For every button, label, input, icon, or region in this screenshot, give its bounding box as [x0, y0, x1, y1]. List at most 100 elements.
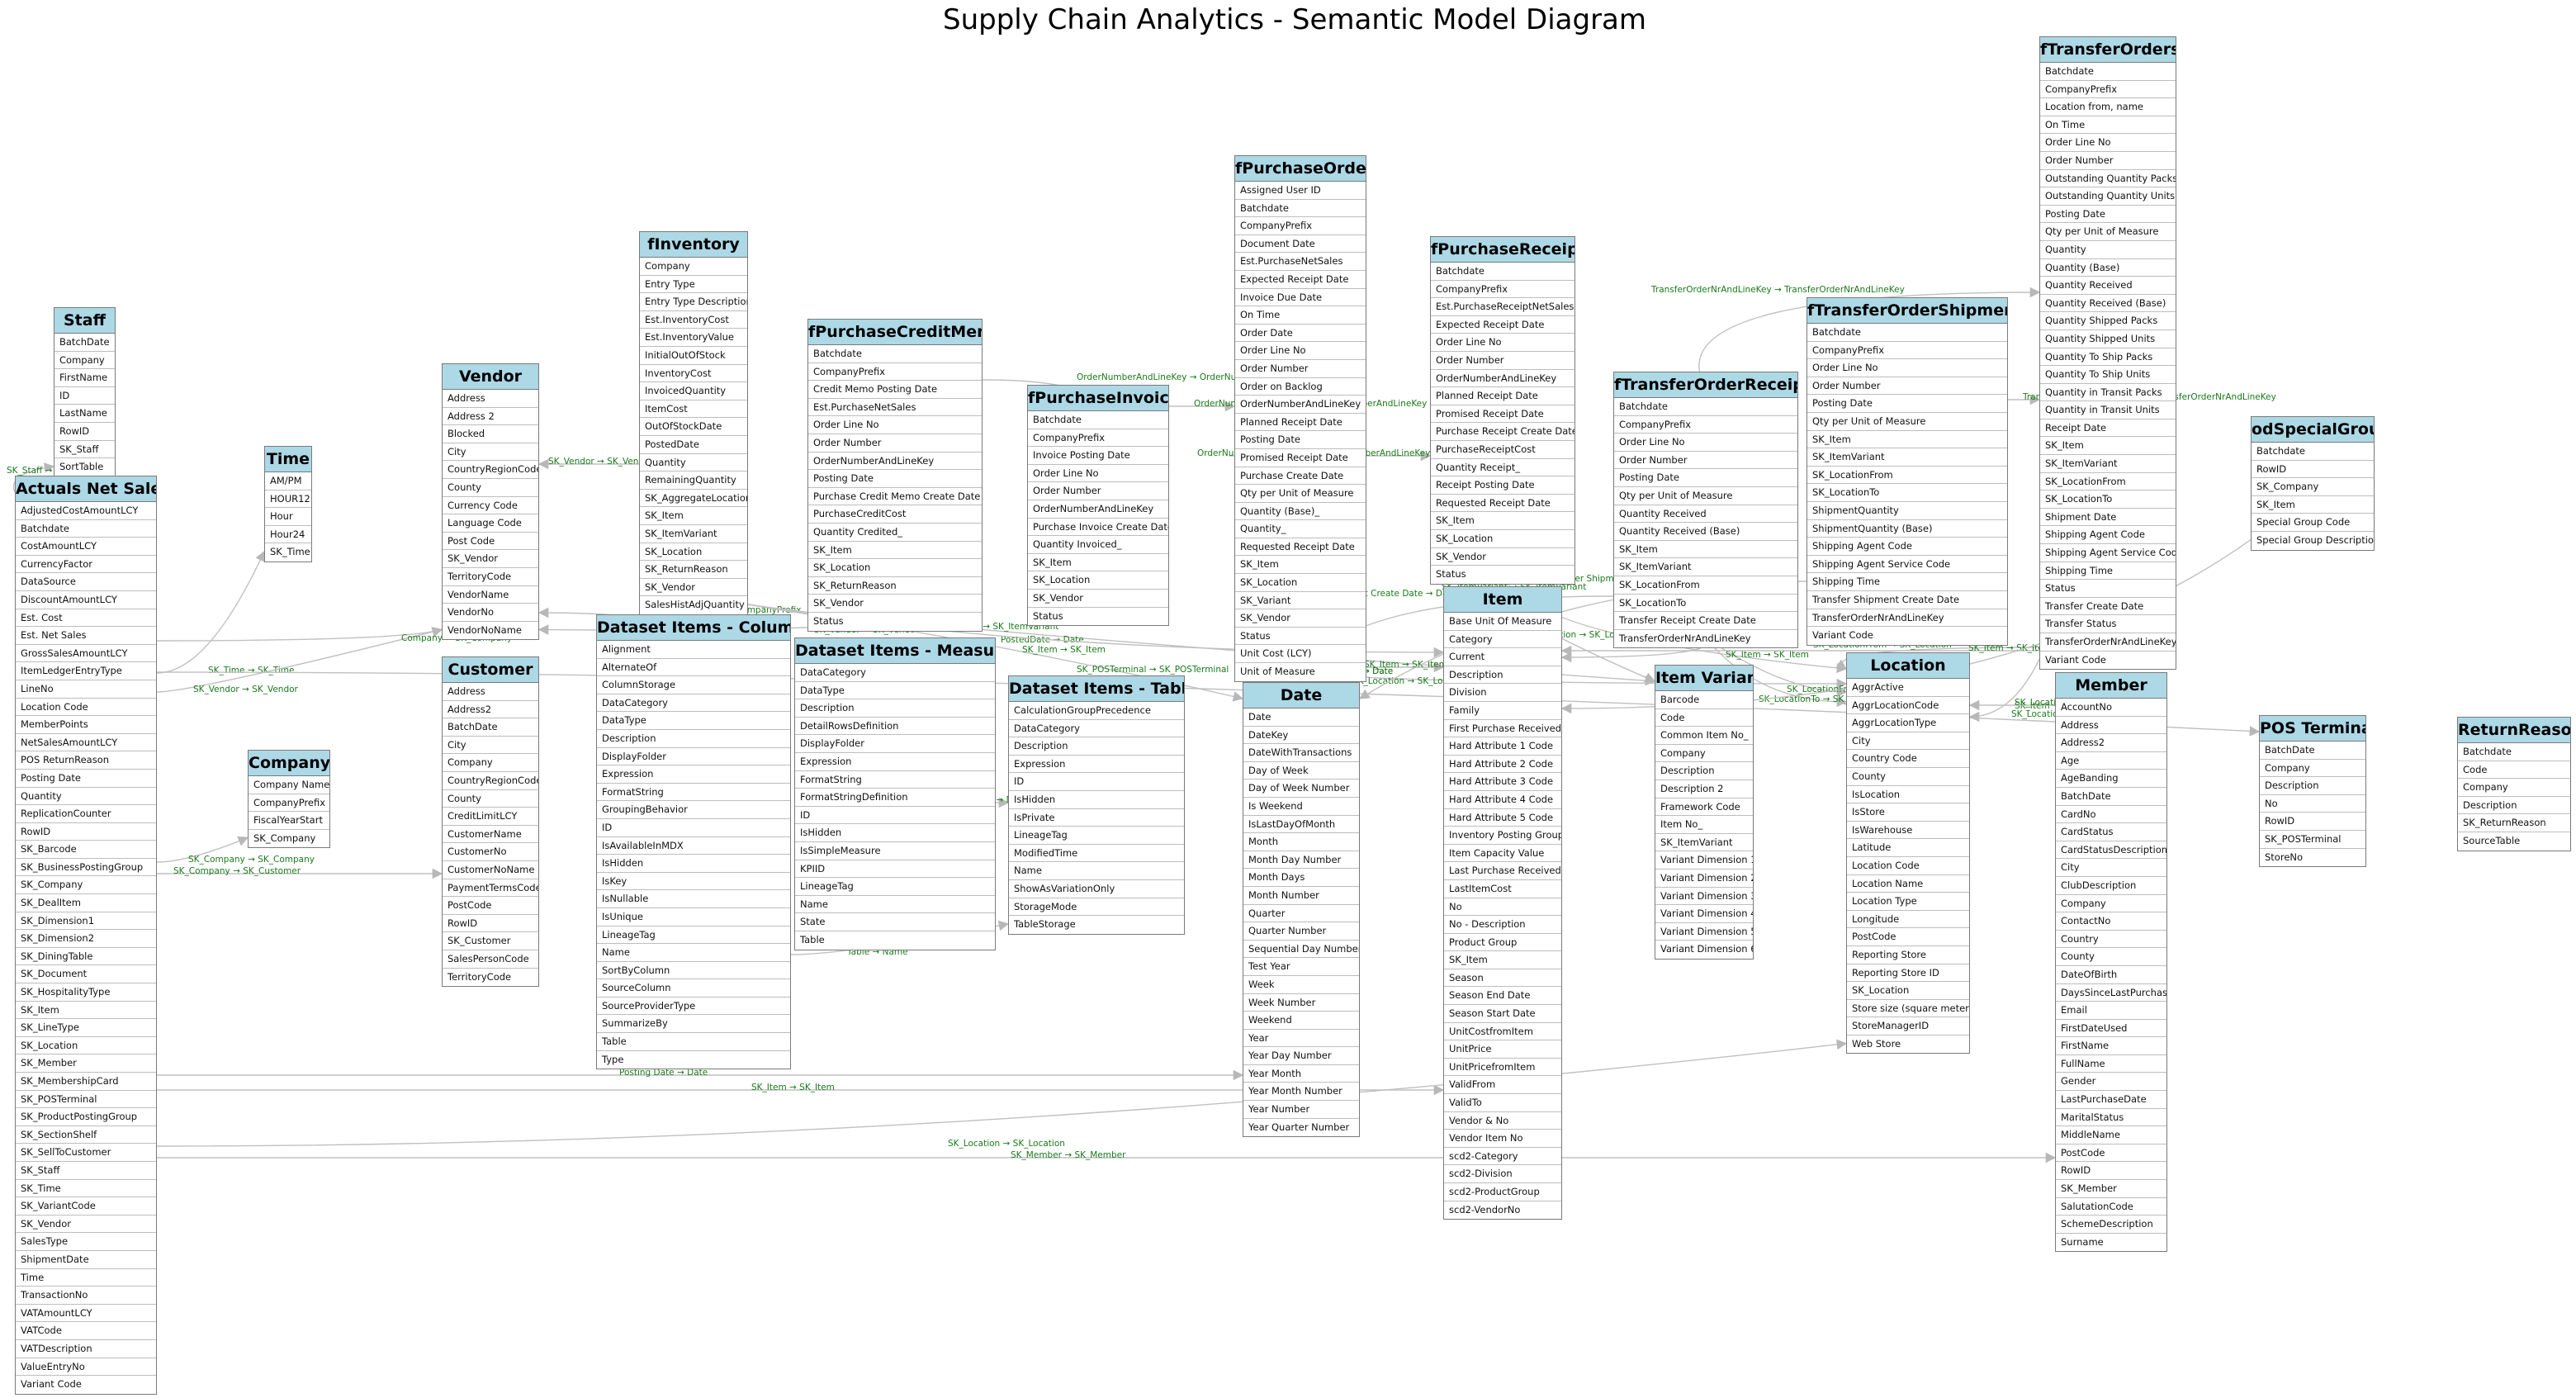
- column-row: Expected Receipt Date: [1431, 316, 1574, 334]
- table-customer[interactable]: Customer Address Address2 BatchDate City Comp…: [442, 656, 539, 988]
- column-row: ShipmentQuantity (Base): [1807, 520, 2007, 538]
- column-row: Qty per Unit of Measure: [1235, 485, 1366, 503]
- column-row: OrderNumberAndLineKey: [1028, 500, 1168, 519]
- column-row: Hard Attribute 4 Code: [1444, 791, 1561, 809]
- column-row: Batchdate: [2040, 63, 2176, 81]
- column-row: Season: [1444, 969, 1561, 988]
- column-row: DisplayFolder: [795, 735, 995, 753]
- column-row: County: [1847, 768, 1969, 786]
- column-row: Quantity_: [1235, 520, 1366, 538]
- table-ftransferorderreceipts[interactable]: fTransferOrderReceiptsBatchdateCompanyPr…: [1613, 372, 1798, 649]
- column-row: Day of Week: [1243, 762, 1359, 780]
- table-odspecialgroup[interactable]: odSpecialGroupBatchdateRowIDSK_CompanySK…: [2251, 416, 2375, 551]
- table-header: ReturnReason: [2458, 718, 2570, 743]
- column-row: SK_BusinessPostingGroup: [16, 859, 156, 877]
- column-row: SK_Item: [16, 1002, 156, 1020]
- table-returnreason[interactable]: ReturnReasonBatchdateCodeCompanyDescript…: [2457, 717, 2571, 851]
- column-row: Batchdate: [1614, 398, 1797, 416]
- column-row: Shipment Date: [2040, 509, 2176, 527]
- column-row: Sequential Day Number: [1243, 941, 1359, 959]
- relationship-line: [1300, 671, 1848, 690]
- table-dataset-items-measures[interactable]: Dataset Items - MeasuresDataCategoryData…: [794, 637, 996, 950]
- relationship-label: SK_Location → SK_Location: [948, 1139, 1065, 1149]
- column-row: DateWithTransactions: [1243, 744, 1359, 762]
- table-company[interactable]: Company Company Name CompanyPrefix FiscalYe…: [248, 750, 330, 849]
- column-row: Week Number: [1243, 994, 1359, 1012]
- column-row: BatchDate: [443, 718, 538, 737]
- column-row: Quantity Received: [1614, 505, 1797, 524]
- table-dataset-items-columns[interactable]: Dataset Items - ColumnsAlignmentAlternat…: [596, 614, 791, 1070]
- column-row: SK_Vendor: [1028, 590, 1168, 608]
- column-row: StorageMode: [1009, 898, 1184, 917]
- column-row: SK_Variant: [1235, 592, 1366, 610]
- column-row: Transfer Status: [2040, 615, 2176, 633]
- table-dataset-items-tables[interactable]: Dataset Items - TablesCalculationGroupPr…: [1008, 675, 1185, 935]
- table-vendor[interactable]: Vendor Address Address 2 Blocked City Country…: [442, 363, 539, 641]
- column-row: Order Number: [1028, 482, 1168, 500]
- table-fpurchasecreditmemo[interactable]: fPurchaseCreditMemoBatchdateCompanyPrefi…: [807, 319, 983, 632]
- table-staff[interactable]: Staff BatchDate Company FirstName ID LastName…: [54, 307, 116, 477]
- column-row: ReplicationCounter: [16, 805, 156, 823]
- column-row: SK_ReturnReason: [2458, 814, 2570, 832]
- table-header: fTransferOrderReceipts: [1614, 372, 1797, 398]
- column-row: Qty per Unit of Measure: [1807, 413, 2007, 431]
- column-row: Name: [795, 896, 995, 914]
- column-row: DaysSinceLastPurchase: [2056, 984, 2166, 1002]
- column-row: CountryRegionCode: [443, 772, 538, 790]
- column-row: StoreNo: [2265, 851, 2304, 863]
- column-row: Order Number: [1235, 360, 1366, 378]
- table-fpurchaseorders[interactable]: fPurchaseOrdersAssigned User IDBatchdate…: [1234, 155, 1366, 682]
- column-row: Description: [1655, 762, 1753, 780]
- column-row: scd2-VendorNo: [1449, 1203, 1521, 1216]
- table-fpurchasereceipts[interactable]: fPurchaseReceiptsBatchdateCompanyPrefixE…: [1430, 236, 1575, 585]
- column-row: IsUnique: [597, 908, 790, 926]
- column-row: AccountNo: [2056, 699, 2166, 717]
- table-item-variant[interactable]: Item VariantBarcodeCodeCommon Item No_Co…: [1655, 665, 1754, 960]
- table-pos-terminal[interactable]: POS TerminalBatchDateCompanyDescriptionN…: [2259, 715, 2366, 868]
- column-row: SK_Vendor: [640, 579, 747, 597]
- column-row: Batchdate: [2252, 443, 2374, 461]
- column-row: CompanyPrefix: [249, 794, 329, 813]
- column-row: Receipt Posting Date: [1431, 476, 1574, 495]
- table-ftransferordershipments[interactable]: fTransferOrderShipmentsBatchdateCompanyP…: [1807, 297, 2008, 646]
- column-row: SK_Item: [1028, 554, 1168, 572]
- column-row: SK_HospitalityType: [16, 983, 156, 1002]
- column-row: Purchase Invoice Create Date: [1028, 519, 1168, 537]
- column-row: SK_LocationTo: [1614, 595, 1797, 613]
- column-row: Quantity: [16, 788, 156, 806]
- table-date[interactable]: Date Date DateKey DateWithTransactions Day o…: [1243, 682, 1360, 1138]
- column-row: InvoicedQuantity: [640, 382, 747, 400]
- column-row: Longitude: [1847, 911, 1969, 929]
- column-row: SK_Location: [1431, 530, 1574, 548]
- column-row: CardStatus: [2056, 823, 2166, 841]
- table-member[interactable]: Member AccountNo Address Address2 Age AgeBand…: [2055, 672, 2167, 1253]
- column-row: Expression: [795, 753, 995, 771]
- table-fpurchaseinvoice[interactable]: fPurchaseInvoice Batchdate CompanyPrefix In…: [1027, 385, 1169, 627]
- table-actuals-net-sales[interactable]: Actuals Net Sales AdjustedCostAmountLCY Ba…: [15, 476, 157, 1395]
- column-row: SK_Item: [1444, 951, 1561, 969]
- column-row: Variant Code: [2045, 653, 2106, 666]
- column-row: SortTable: [59, 461, 104, 473]
- column-row: Variant Code: [1812, 629, 1873, 642]
- column-row: Special Group Code: [2252, 514, 2374, 532]
- table-header: fPurchaseReceipts: [1431, 237, 1574, 263]
- relationship-label: SK_Time → SK_Time: [208, 666, 294, 675]
- column-row: State: [795, 913, 995, 931]
- table-ftransferorders[interactable]: fTransferOrders Batchdate CompanyPrefix Loc…: [2039, 36, 2176, 671]
- column-row: SK_Staff: [16, 1162, 156, 1180]
- column-row: SK_LocationFrom: [1807, 467, 2007, 485]
- table-time[interactable]: Time AM/PM HOUR12 Hour Hour24 SK_Time: [264, 446, 312, 562]
- column-row: Description: [2458, 797, 2570, 815]
- column-row: Est.PurchaseReceiptNetSales: [1431, 298, 1574, 316]
- column-row: Special Group Description: [2256, 533, 2374, 546]
- column-row: CompanyPrefix: [1614, 416, 1797, 434]
- column-row: Quantity Receipt_: [1431, 459, 1574, 477]
- table-location[interactable]: Location AggrActive AggrLocationCode AggrLo…: [1846, 652, 1970, 1054]
- column-row: SK_ItemVariant: [1807, 448, 2007, 467]
- column-row: Expression: [1009, 756, 1184, 774]
- column-row: Variant Dimension 1: [1655, 851, 1753, 870]
- table-finventory[interactable]: fInventory Company Entry Type Entry Type De…: [639, 231, 748, 615]
- diagram-title: Supply Chain Analytics - Semantic Model …: [942, 3, 1647, 36]
- table-item[interactable]: Item Base Unit Of Measure Category Current D…: [1443, 586, 1562, 1220]
- column-row: Entry Type: [640, 276, 747, 294]
